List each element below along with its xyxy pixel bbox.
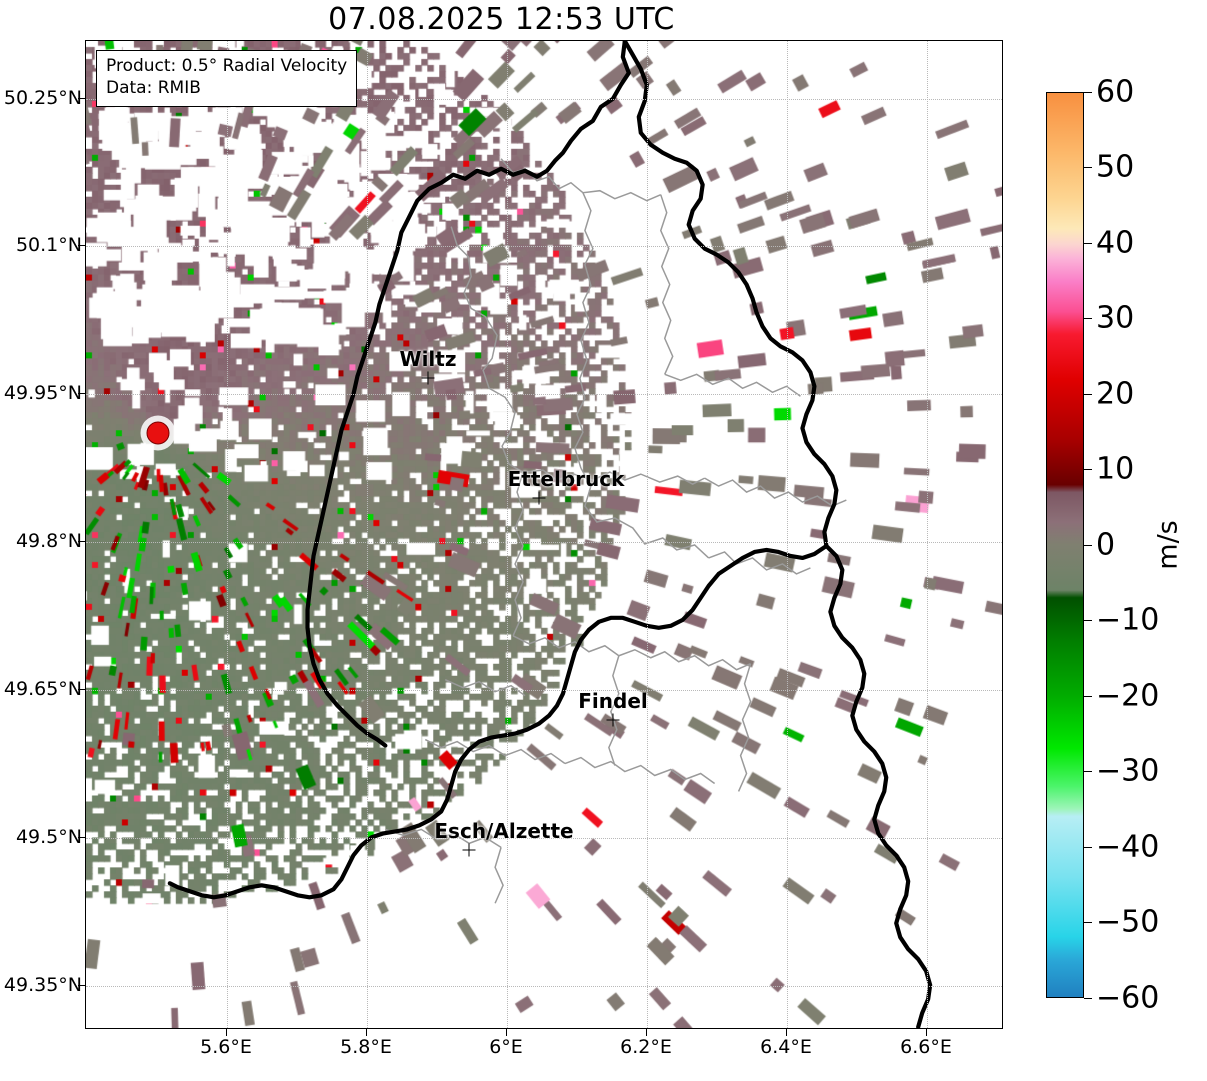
gridline-horizontal	[86, 986, 1002, 987]
radar-site-marker	[146, 421, 170, 445]
radar-velocity-field	[86, 41, 1002, 1028]
city-marker-wiltz	[421, 371, 435, 385]
xtick-label: 5.6°E	[200, 1036, 252, 1058]
gridline-vertical	[367, 41, 368, 1028]
colorbar-gradient	[1047, 93, 1083, 997]
colorbar-tick-label: 10	[1096, 451, 1135, 487]
colorbar-tick-label: −20	[1096, 678, 1160, 714]
xtick-label: 6.6°E	[900, 1036, 952, 1058]
colorbar-tick	[1084, 394, 1092, 395]
colorbar-unit-label: m/s	[1152, 520, 1184, 570]
ytick-mark	[78, 837, 85, 838]
colorbar-tick-label: 30	[1096, 300, 1135, 336]
gridline-horizontal	[86, 542, 1002, 543]
colorbar-tick-label: −40	[1096, 829, 1160, 865]
xtick-mark	[646, 1029, 647, 1036]
gridline-vertical	[507, 41, 508, 1028]
colorbar-tick-label: 50	[1096, 149, 1135, 185]
gridline-horizontal	[86, 838, 1002, 839]
colorbar-tick	[1084, 998, 1092, 999]
ytick-label: 49.5°N	[15, 826, 82, 848]
colorbar-tick	[1084, 469, 1092, 470]
city-label-esch-alzette: Esch/Alzette	[434, 819, 574, 843]
info-data-line: Data: RMIB	[106, 77, 201, 98]
ytick-label: 49.95°N	[3, 382, 82, 404]
gridline-horizontal	[86, 99, 1002, 100]
xtick-label: 6.2°E	[620, 1036, 672, 1058]
xtick-mark	[926, 1029, 927, 1036]
colorbar-tick-label: 20	[1096, 376, 1135, 412]
cantonal-borders	[385, 158, 847, 904]
xtick-label: 6°E	[489, 1036, 523, 1058]
colorbar-tick-label: −60	[1096, 980, 1160, 1016]
colorbar-tick	[1084, 696, 1092, 697]
gridline-horizontal	[86, 690, 1002, 691]
colorbar-tick	[1084, 771, 1092, 772]
city-label-findel: Findel	[578, 689, 648, 713]
ytick-mark	[78, 541, 85, 542]
ytick-label: 49.35°N	[3, 974, 82, 996]
ytick-mark	[78, 245, 85, 246]
colorbar-tick	[1084, 318, 1092, 319]
gridline-vertical	[927, 41, 928, 1028]
colorbar-tick	[1084, 620, 1092, 621]
colorbar-tick-label: −30	[1096, 753, 1160, 789]
ytick-mark	[78, 393, 85, 394]
colorbar-tick	[1084, 922, 1092, 923]
gridline-horizontal	[86, 394, 1002, 395]
ytick-label: 50.25°N	[3, 87, 82, 109]
colorbar-tick	[1084, 92, 1092, 93]
gridline-horizontal	[86, 246, 1002, 247]
city-marker-ettelbruck	[532, 491, 546, 505]
radar-map-axes[interactable]: Wiltz Ettelbruck Findel Esch/Alzette Pro…	[85, 40, 1003, 1029]
colorbar-tick-label: 60	[1096, 74, 1135, 110]
national-borders	[167, 41, 933, 1028]
colorbar-tick	[1084, 545, 1092, 546]
ytick-mark	[78, 98, 85, 99]
city-marker-esch-alzette	[462, 843, 476, 857]
xtick-mark	[506, 1029, 507, 1036]
city-label-ettelbruck: Ettelbruck	[507, 467, 625, 491]
xtick-label: 6.4°E	[760, 1036, 812, 1058]
ytick-mark	[78, 985, 85, 986]
ytick-mark	[78, 689, 85, 690]
ytick-label: 50.1°N	[15, 234, 82, 256]
colorbar-tick-label: −50	[1096, 904, 1160, 940]
xtick-mark	[366, 1029, 367, 1036]
ytick-label: 49.65°N	[3, 678, 82, 700]
xtick-mark	[786, 1029, 787, 1036]
info-product-line: Product: 0.5° Radial Velocity	[106, 56, 348, 76]
city-label-wiltz: Wiltz	[399, 347, 457, 371]
colorbar	[1046, 92, 1084, 998]
gridline-vertical	[787, 41, 788, 1028]
figure-title: 07.08.2025 12:53 UTC	[328, 2, 675, 37]
gridline-vertical	[227, 41, 228, 1028]
colorbar-tick	[1084, 847, 1092, 848]
colorbar-tick-label: −10	[1096, 602, 1160, 638]
product-info-box: Product: 0.5° Radial Velocity Data: RMIB	[96, 50, 358, 107]
colorbar-tick-label: 0	[1096, 527, 1116, 563]
ytick-label: 49.8°N	[15, 530, 82, 552]
xtick-label: 5.8°E	[340, 1036, 392, 1058]
xtick-mark	[226, 1029, 227, 1036]
colorbar-tick	[1084, 243, 1092, 244]
colorbar-tick	[1084, 167, 1092, 168]
gridline-vertical	[647, 41, 648, 1028]
colorbar-tick-label: 40	[1096, 225, 1135, 261]
city-marker-findel	[606, 713, 620, 727]
map-vector-overlay	[167, 41, 933, 1028]
